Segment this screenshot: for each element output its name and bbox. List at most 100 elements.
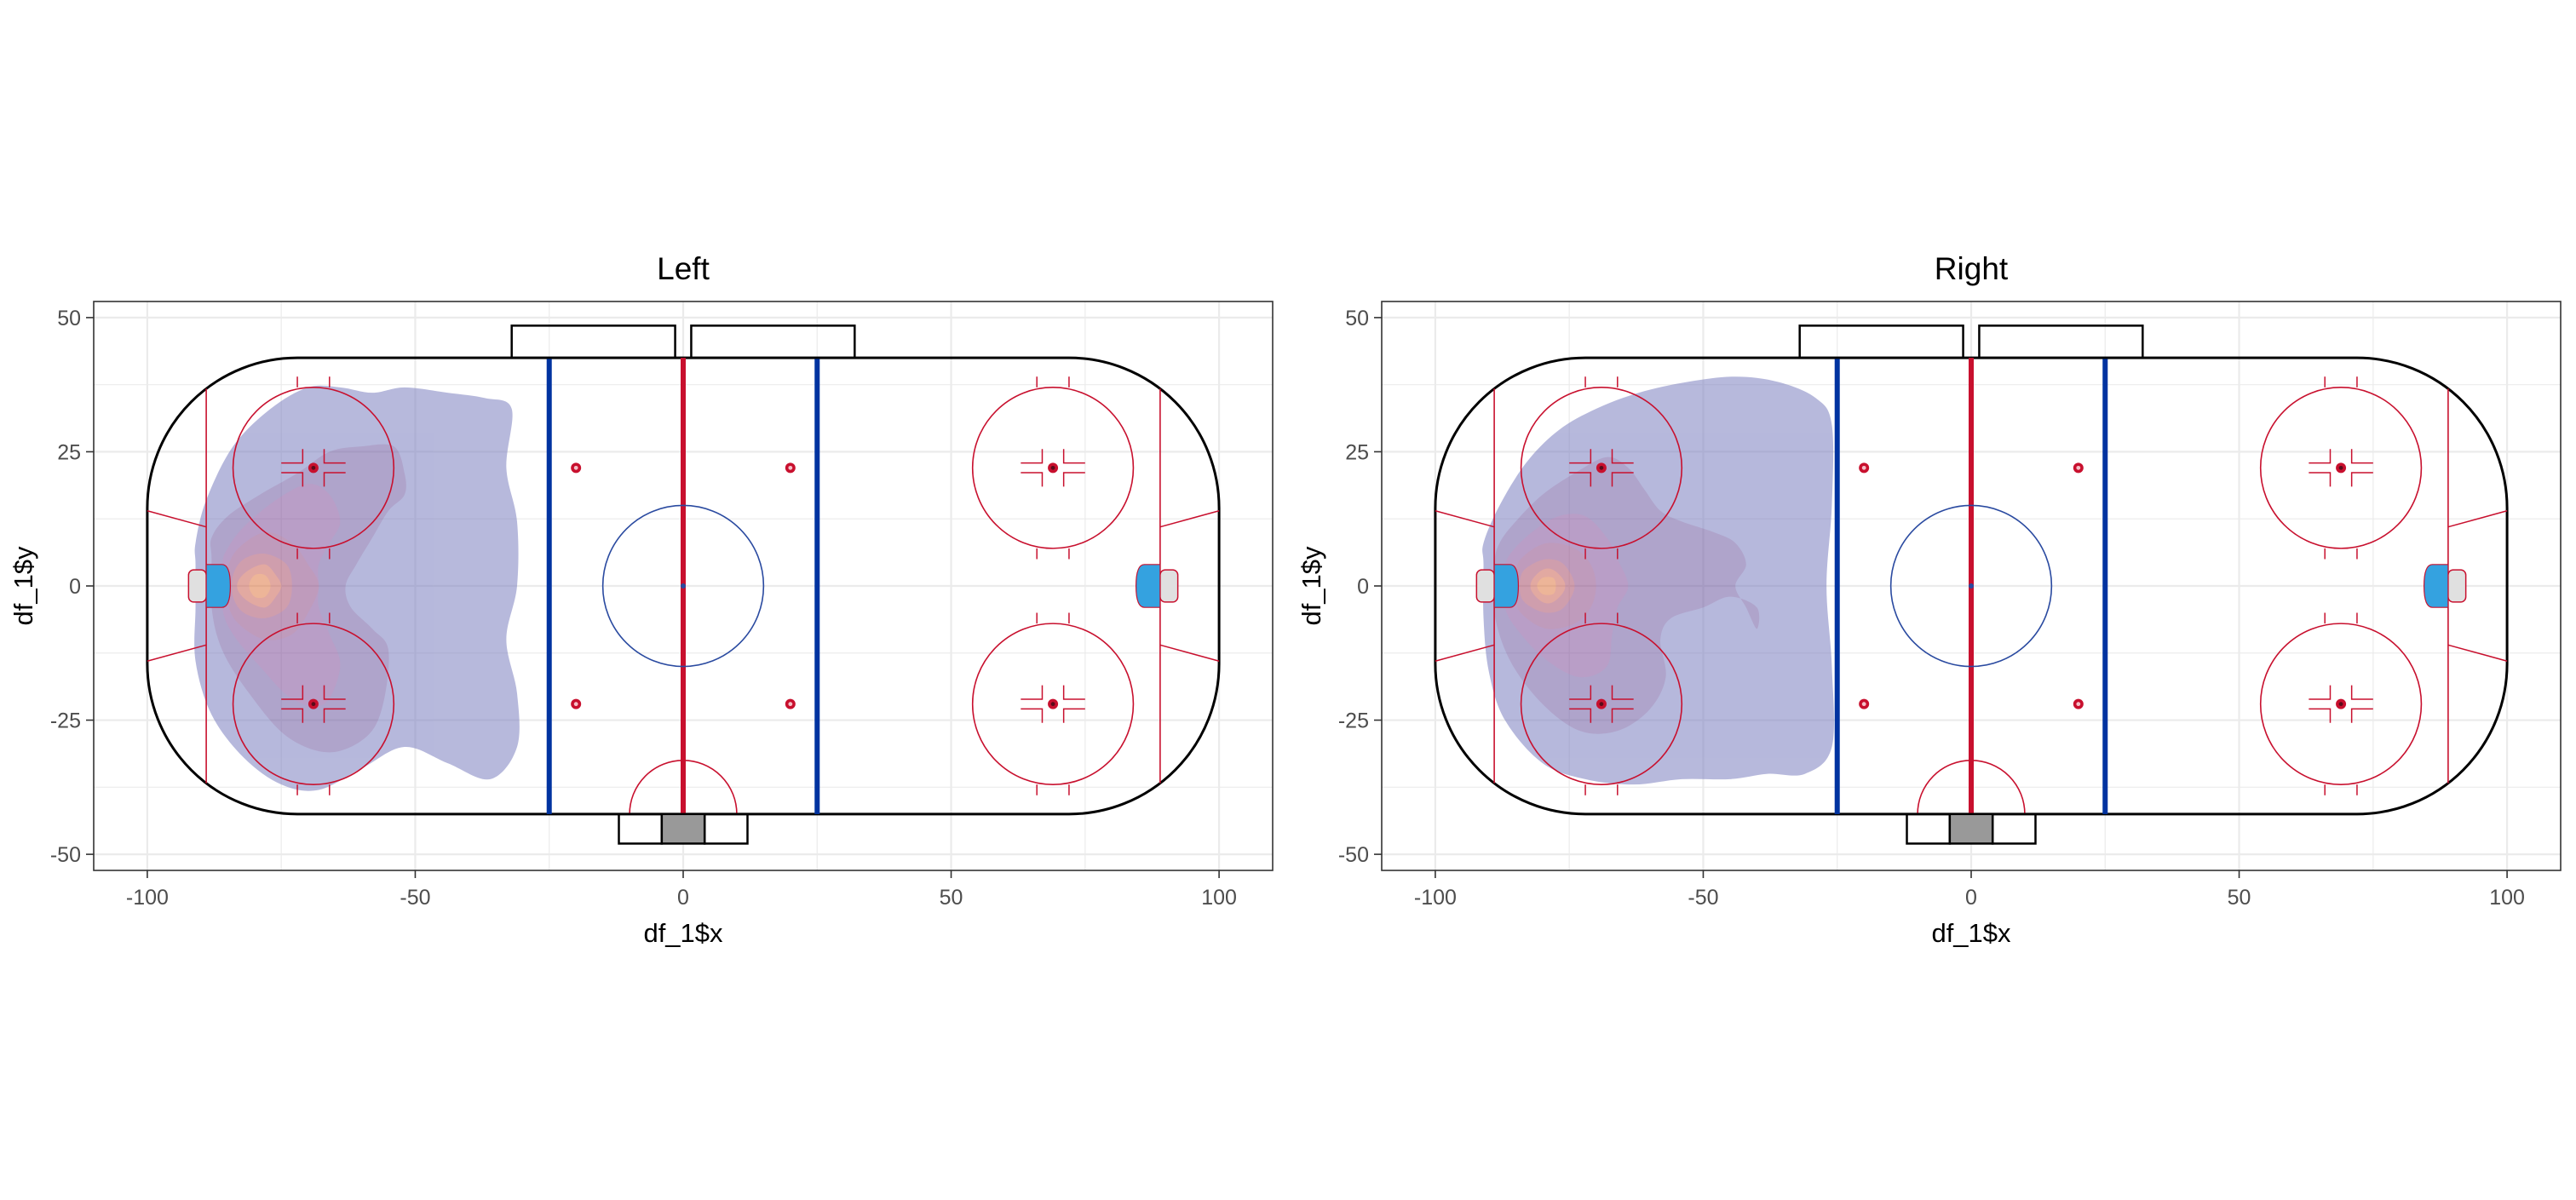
x-tick-label: -100 — [126, 886, 169, 910]
faceoff-circle — [232, 623, 395, 785]
y-axis-label: df_1$y — [1297, 546, 1326, 626]
faceoff-l-mark — [2350, 472, 2373, 487]
trapezoid-line — [1435, 644, 1495, 662]
faceoff-l-mark — [1569, 472, 1592, 487]
goal-crease — [205, 564, 232, 608]
density-contours — [194, 385, 520, 791]
faceoff-circle — [2259, 623, 2423, 785]
x-tick-label: 50 — [2228, 886, 2251, 910]
referee-crease — [629, 760, 738, 814]
center-faceoff-dot — [1969, 583, 1974, 589]
faceoff-dot-center — [1050, 702, 1055, 707]
faceoff-l-mark — [1021, 472, 1044, 487]
faceoff-circle — [1520, 623, 1683, 785]
neutral-faceoff-dot-center — [1861, 702, 1866, 707]
faceoff-l-mark — [1611, 708, 1634, 723]
faceoff-l-mark — [323, 708, 346, 723]
faceoff-l-mark — [1611, 449, 1634, 464]
faceoff-dot-center — [311, 465, 316, 470]
scorekeeper-box — [660, 812, 706, 845]
faceoff-l-mark — [2350, 708, 2373, 723]
faceoff-l-mark — [1021, 708, 1044, 723]
faceoff-l-mark — [2309, 685, 2332, 700]
panel-title: Left — [657, 251, 710, 286]
trapezoid-line — [2447, 644, 2508, 662]
goal-net — [2447, 569, 2467, 603]
x-tick-label: 100 — [1201, 886, 1237, 910]
faceoff-l-mark — [281, 449, 304, 464]
y-tick-label: -25 — [50, 709, 81, 733]
faceoff-l-mark — [1569, 708, 1592, 723]
neutral-faceoff-dot-center — [1861, 465, 1866, 470]
team-bench — [1798, 324, 1964, 359]
team-bench — [690, 324, 856, 359]
faceoff-l-mark — [281, 685, 304, 700]
trapezoid-line — [147, 510, 207, 528]
referee-crease — [1917, 760, 2026, 814]
x-axis-label: df_1$x — [1931, 918, 2011, 948]
center-faceoff-circle — [1889, 504, 2053, 668]
x-tick-label: 0 — [677, 886, 689, 910]
center-faceoff-circle — [601, 504, 765, 668]
y-tick-label: 25 — [1345, 440, 1369, 464]
faceoff-l-mark — [1062, 708, 1085, 723]
faceoff-dot-center — [2338, 702, 2343, 707]
trapezoid-line — [1159, 644, 1220, 662]
faceoff-l-mark — [2350, 449, 2373, 464]
neutral-faceoff-dot-center — [573, 465, 578, 470]
faceoff-circle — [971, 387, 1135, 549]
faceoff-l-mark — [1569, 449, 1592, 464]
faceoff-l-mark — [1611, 685, 1634, 700]
trapezoid-line — [1435, 510, 1495, 528]
team-bench — [1978, 324, 2144, 359]
faceoff-l-mark — [1611, 472, 1634, 487]
x-tick-label: -50 — [1688, 886, 1718, 910]
faceoff-dot-center — [311, 702, 316, 707]
neutral-faceoff-dot-center — [788, 702, 793, 707]
x-tick-label: -50 — [400, 886, 430, 910]
team-bench — [510, 324, 676, 359]
rink — [146, 324, 1221, 845]
neutral-faceoff-dot-center — [2076, 465, 2081, 470]
y-tick-label: -25 — [1338, 709, 1369, 733]
y-tick-label: -50 — [50, 843, 81, 867]
x-tick-label: 100 — [2489, 886, 2525, 910]
density-contours — [1482, 376, 1835, 785]
faceoff-l-mark — [323, 472, 346, 487]
faceoff-l-mark — [1062, 472, 1085, 487]
goal-net — [1475, 569, 1495, 603]
faceoff-l-mark — [1062, 685, 1085, 700]
faceoff-l-mark — [323, 449, 346, 464]
faceoff-circle — [2259, 387, 2423, 549]
faceoff-l-mark — [1021, 685, 1044, 700]
faceoff-l-mark — [2309, 472, 2332, 487]
goal-crease — [2423, 564, 2449, 608]
density-level-7 — [249, 573, 271, 599]
y-tick-label: 0 — [69, 575, 81, 599]
panel-title: Right — [1935, 251, 2009, 286]
y-axis-label: df_1$y — [9, 546, 38, 626]
goal-net — [187, 569, 207, 603]
center-faceoff-dot — [681, 583, 686, 589]
chart-panel-right: -100 -50 0 50 100 -50 -25 0 25 50 Right df_1$x df_1$… — [1297, 251, 2562, 948]
y-tick-label: 50 — [1345, 307, 1369, 330]
y-tick-label: -50 — [1338, 843, 1369, 867]
scorekeeper-box — [1948, 812, 1994, 845]
faceoff-l-mark — [2309, 708, 2332, 723]
y-tick-label: 0 — [1357, 575, 1369, 599]
faceoff-l-mark — [2309, 449, 2332, 464]
neutral-faceoff-dot-center — [2076, 702, 2081, 707]
x-tick-label: 50 — [940, 886, 963, 910]
neutral-faceoff-dot-center — [788, 465, 793, 470]
x-tick-label: -100 — [1414, 886, 1457, 910]
faceoff-dot-center — [1050, 465, 1055, 470]
faceoff-l-mark — [1062, 449, 1085, 464]
x-tick-label: 0 — [1965, 886, 1977, 910]
faceoff-l-mark — [281, 708, 304, 723]
x-axis-label: df_1$x — [643, 918, 723, 948]
density-level-7 — [1537, 577, 1556, 595]
y-tick-label: 25 — [57, 440, 81, 464]
faceoff-dot-center — [1599, 702, 1604, 707]
